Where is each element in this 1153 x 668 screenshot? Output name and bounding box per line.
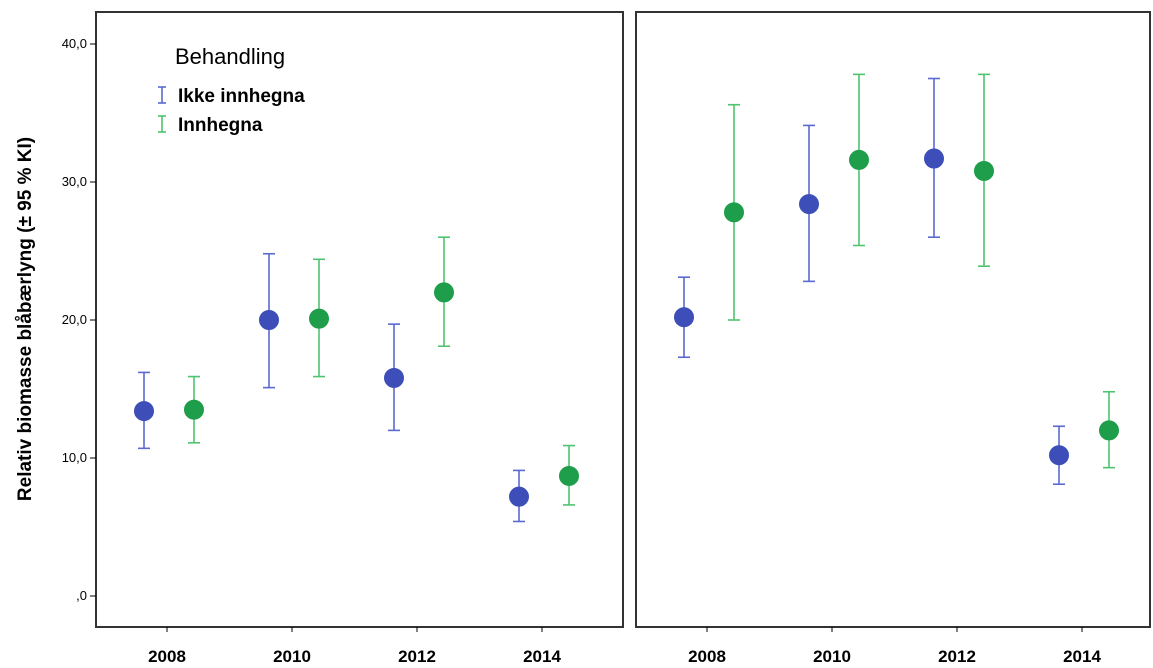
data-point-group: [559, 444, 579, 506]
data-point: [309, 308, 329, 329]
y-axis-title: Relativ biomasse blåbærlyng (± 95 % KI): [15, 137, 36, 501]
panel-frame-1: [95, 11, 624, 628]
legend-title: Behandling: [175, 44, 285, 69]
x-tick-label: 2010: [813, 647, 851, 666]
data-point: [974, 160, 994, 181]
panel-frame-2: [635, 11, 1151, 628]
legend-label: Ikke innhegna: [178, 86, 305, 107]
data-point-group: [184, 375, 204, 444]
data-point: [184, 399, 204, 420]
data-marks: [134, 73, 1119, 523]
x-tick-label: 2008: [148, 647, 186, 666]
data-point-group: [924, 77, 944, 238]
legend-label: Innhegna: [178, 115, 263, 136]
data-point-group: [134, 371, 154, 450]
data-point: [134, 401, 154, 422]
data-point: [724, 202, 744, 223]
data-point: [259, 310, 279, 330]
data-point: [384, 367, 404, 388]
x-tick-label: 2014: [523, 647, 561, 666]
data-point-group: [799, 124, 819, 283]
x-tick-label: 2010: [273, 647, 311, 666]
data-point: [434, 282, 454, 303]
data-point: [849, 149, 869, 170]
y-tick-label: 30,0: [62, 174, 87, 189]
data-point: [924, 148, 944, 169]
data-point: [1099, 420, 1119, 441]
data-point-group: [1049, 425, 1069, 486]
y-tick-label: 10,0: [62, 450, 87, 465]
data-point-group: [434, 236, 454, 348]
data-point-group: [309, 258, 329, 378]
data-point: [509, 486, 529, 507]
x-tick-label: 2012: [938, 647, 976, 666]
x-tick-label: 2014: [1063, 647, 1101, 666]
data-point: [1049, 445, 1069, 466]
data-point-group: [384, 323, 404, 432]
data-point-group: [974, 73, 994, 267]
data-point-group: [849, 73, 869, 247]
data-point-group: [259, 252, 279, 389]
axes: ,0 10,0 20,0 30,0 40,0 Relativ biomasse blåbæ…: [15, 36, 1101, 666]
data-point-group: [509, 469, 529, 523]
data-point-group: [674, 276, 694, 359]
y-tick-label: 40,0: [62, 36, 87, 51]
data-point-group: [1099, 390, 1119, 469]
x-tick-label: 2008: [688, 647, 726, 666]
data-point: [799, 194, 819, 215]
y-tick-label: ,0: [76, 588, 87, 603]
data-point: [674, 307, 694, 328]
data-point: [559, 465, 579, 486]
x-tick-label: 2012: [398, 647, 436, 666]
legend: Behandling Ikke innhegna Innhegna: [158, 44, 305, 136]
y-tick-label: 20,0: [62, 312, 87, 327]
data-point-group: [724, 103, 744, 321]
